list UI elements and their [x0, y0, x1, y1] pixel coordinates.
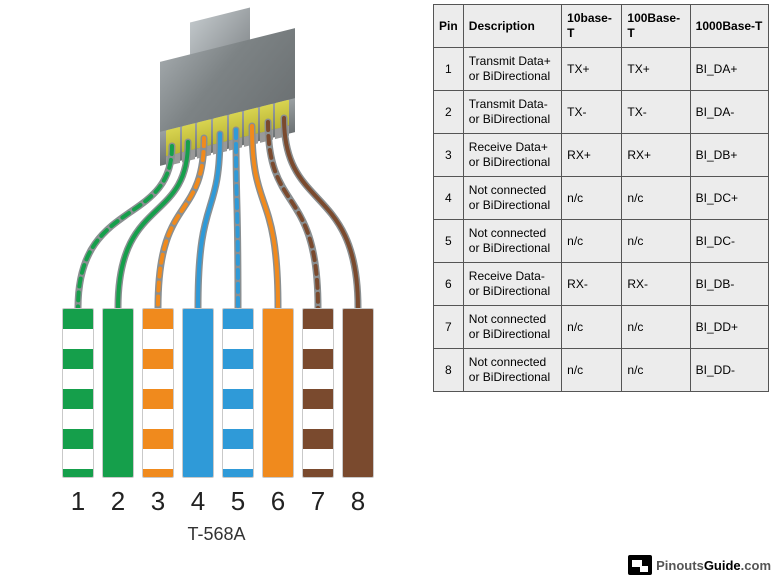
table-row: 6Receive Data- or BiDirectionalRX-RX-BI_…: [434, 263, 769, 306]
table-cell: n/c: [562, 306, 622, 349]
table-cell: BI_DD-: [690, 349, 768, 392]
table-cell: 6: [434, 263, 464, 306]
table-cell: TX+: [562, 48, 622, 91]
pinout-table-header: PinDescription10base-T100Base-T1000Base-…: [434, 5, 769, 48]
table-cell: RX+: [562, 134, 622, 177]
table-cell: BI_DA+: [690, 48, 768, 91]
table-cell: n/c: [622, 349, 690, 392]
rj45-connector: [160, 20, 310, 160]
wire-block-4: [182, 308, 214, 478]
table-cell: BI_DB+: [690, 134, 768, 177]
brand-icon: [628, 555, 652, 575]
wire-block-7: [302, 308, 334, 478]
wire-block-6: [262, 308, 294, 478]
table-row: 3Receive Data+ or BiDirectionalRX+RX+BI_…: [434, 134, 769, 177]
wire-block-8: [342, 308, 374, 478]
table-row: 1Transmit Data+ or BiDirectionalTX+TX+BI…: [434, 48, 769, 91]
table-header-cell: 10base-T: [562, 5, 622, 48]
table-cell: n/c: [562, 177, 622, 220]
table-cell: RX+: [622, 134, 690, 177]
table-header-cell: 1000Base-T: [690, 5, 768, 48]
table-cell: BI_DA-: [690, 91, 768, 134]
wire-block-1: [62, 308, 94, 478]
table-cell: 4: [434, 177, 464, 220]
pin-number: 5: [222, 486, 254, 517]
table-cell: 8: [434, 349, 464, 392]
table-cell: BI_DB-: [690, 263, 768, 306]
table-row: 2Transmit Data- or BiDirectionalTX-TX-BI…: [434, 91, 769, 134]
table-row: 7Not connected or BiDirectionaln/cn/cBI_…: [434, 306, 769, 349]
table-row: 8Not connected or BiDirectionaln/cn/cBI_…: [434, 349, 769, 392]
pin-number: 1: [62, 486, 94, 517]
pin-number: 6: [262, 486, 294, 517]
table-cell: 5: [434, 220, 464, 263]
table-cell: TX-: [622, 91, 690, 134]
table-header-cell: Description: [463, 5, 561, 48]
table-cell: Not connected or BiDirectional: [463, 349, 561, 392]
table-cell: TX+: [622, 48, 690, 91]
pinout-table: PinDescription10base-T100Base-T1000Base-…: [433, 4, 769, 392]
table-cell: n/c: [562, 220, 622, 263]
pin-number: 3: [142, 486, 174, 517]
table-cell: RX-: [622, 263, 690, 306]
table-row: 4Not connected or BiDirectionaln/cn/cBI_…: [434, 177, 769, 220]
table-cell: 2: [434, 91, 464, 134]
pin-number: 4: [182, 486, 214, 517]
table-cell: Transmit Data+ or BiDirectional: [463, 48, 561, 91]
brand-text-1: Pinouts: [656, 558, 704, 573]
table-cell: n/c: [622, 220, 690, 263]
table-cell: n/c: [562, 349, 622, 392]
table-cell: Transmit Data- or BiDirectional: [463, 91, 561, 134]
table-cell: Receive Data+ or BiDirectional: [463, 134, 561, 177]
table-cell: TX-: [562, 91, 622, 134]
table-row: 5Not connected or BiDirectionaln/cn/cBI_…: [434, 220, 769, 263]
table-header-cell: Pin: [434, 5, 464, 48]
table-cell: Receive Data- or BiDirectional: [463, 263, 561, 306]
table-cell: 1: [434, 48, 464, 91]
table-cell: Not connected or BiDirectional: [463, 306, 561, 349]
table-header-cell: 100Base-T: [622, 5, 690, 48]
brand-text-2: Guide: [704, 558, 741, 573]
pin-numbers: 12345678: [62, 486, 374, 517]
pin-number: 7: [302, 486, 334, 517]
brand-text-3: .com: [741, 558, 771, 573]
wire-block-2: [102, 308, 134, 478]
table-cell: n/c: [622, 306, 690, 349]
wire-color-blocks: [62, 308, 374, 478]
table-cell: BI_DD+: [690, 306, 768, 349]
table-cell: 7: [434, 306, 464, 349]
pin-number: 8: [342, 486, 374, 517]
wire-block-5: [222, 308, 254, 478]
wiring-diagram: 12345678 T-568A: [0, 0, 433, 581]
wiring-standard-label: T-568A: [0, 524, 433, 545]
brand-footer: PinoutsGuide.com: [628, 555, 771, 575]
table-cell: 3: [434, 134, 464, 177]
table-cell: RX-: [562, 263, 622, 306]
table-cell: Not connected or BiDirectional: [463, 220, 561, 263]
wire-block-3: [142, 308, 174, 478]
table-cell: BI_DC+: [690, 177, 768, 220]
pin-number: 2: [102, 486, 134, 517]
table-cell: Not connected or BiDirectional: [463, 177, 561, 220]
table-cell: BI_DC-: [690, 220, 768, 263]
table-cell: n/c: [622, 177, 690, 220]
